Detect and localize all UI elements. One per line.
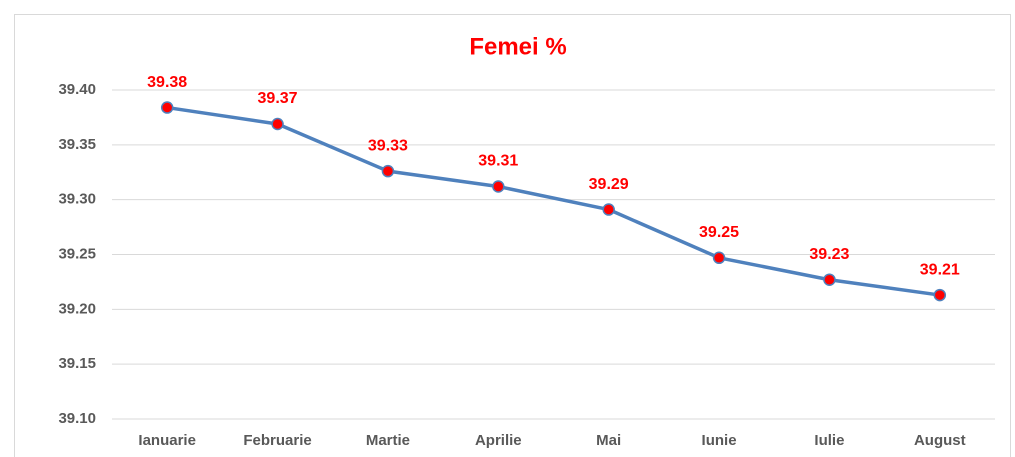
- data-label: 39.21: [920, 261, 960, 278]
- data-label: 39.29: [589, 176, 629, 193]
- data-label: 39.31: [478, 153, 518, 170]
- x-tick-label: Iunie: [702, 432, 737, 449]
- point-marker: [602, 203, 615, 216]
- data-label: 39.37: [258, 90, 298, 107]
- data-label: 39.33: [368, 137, 408, 154]
- x-tick-label: Ianuarie: [138, 432, 196, 449]
- chart-frame: [14, 14, 1011, 457]
- point-marker: [712, 251, 726, 265]
- data-label: 39.23: [809, 246, 849, 263]
- y-tick-label: 39.10: [58, 410, 96, 427]
- x-tick-label: Iulie: [814, 432, 844, 449]
- point-marker: [492, 180, 505, 193]
- x-tick-label: Martie: [366, 432, 410, 449]
- x-tick-label: Februarie: [243, 432, 311, 449]
- x-tick-label: August: [914, 432, 966, 449]
- x-tick-label: Aprilie: [475, 432, 522, 449]
- point-marker: [933, 288, 947, 302]
- point-marker: [271, 117, 284, 131]
- point-marker: [160, 101, 174, 114]
- y-tick-label: 39.20: [58, 300, 96, 317]
- data-label: 39.25: [699, 224, 739, 241]
- series-line: [166, 105, 941, 297]
- y-tick-label: 39.25: [58, 245, 96, 262]
- data-label: 39.38: [147, 74, 187, 91]
- x-tick-label: Mai: [596, 432, 621, 449]
- point-marker: [823, 273, 836, 286]
- y-tick-label: 39.40: [58, 81, 96, 98]
- chart-title: Femei %: [469, 33, 566, 60]
- y-tick-label: 39.15: [58, 355, 96, 372]
- y-tick-label: 39.35: [58, 136, 96, 153]
- point-marker: [381, 164, 395, 178]
- y-tick-label: 39.30: [58, 191, 96, 208]
